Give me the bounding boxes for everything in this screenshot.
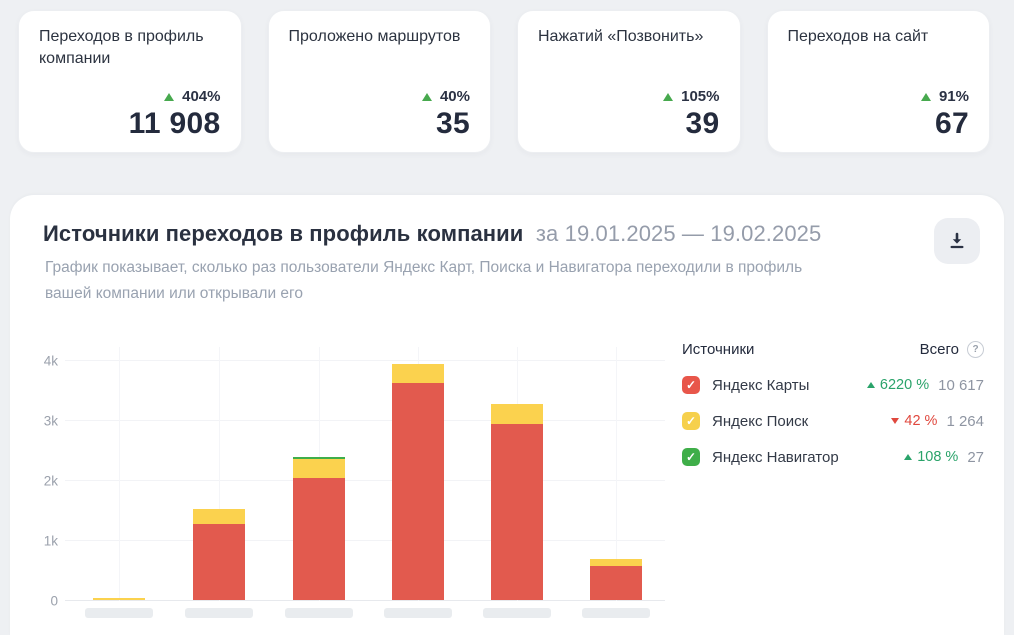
checkbox-search[interactable]: ✓: [682, 412, 700, 430]
stat-card-site-visits[interactable]: Переходов на сайт 91% 67: [766, 10, 990, 153]
download-icon: [947, 231, 967, 251]
legend-header-sources: Источники: [682, 341, 755, 358]
x-axis-label-cropped: [285, 608, 353, 618]
x-axis-label-cropped: [483, 608, 551, 618]
legend-total: 27: [967, 448, 984, 466]
stat-card-delta: 91%: [938, 88, 969, 105]
checkbox-navigator[interactable]: ✓: [682, 448, 700, 466]
stacked-bar[interactable]: [491, 404, 543, 600]
legend-header-total: Всего: [919, 341, 959, 358]
download-button[interactable]: [934, 218, 980, 264]
legend-label: Яндекс Навигатор: [712, 448, 839, 466]
legend-delta: 108 %: [904, 449, 958, 465]
gridline: [65, 540, 665, 541]
stat-card-title: Переходов в профиль компании: [39, 28, 204, 67]
legend-delta: 6220 %: [866, 377, 929, 393]
stat-card-delta: 105%: [681, 88, 720, 105]
stat-card-value: 67: [935, 107, 969, 140]
legend-row-search[interactable]: ✓ Яндекс Поиск 42 % 1 264: [682, 409, 984, 433]
trend-down-icon: [891, 418, 900, 424]
stacked-bar[interactable]: [293, 457, 345, 600]
gridline: [65, 480, 665, 481]
x-axis-label-cropped: [85, 608, 153, 618]
gridline: [65, 600, 665, 601]
bar-segment-navigator: [293, 457, 345, 459]
stat-card-metrics: 91% 67: [920, 88, 969, 140]
stat-card-delta: 40%: [439, 88, 470, 105]
bar-segment-search: [93, 598, 145, 600]
stat-card-value: 11 908: [128, 107, 221, 140]
bar-segment-maps: [392, 383, 444, 600]
stat-cards-row: Переходов в профиль компании 404% 11 908…: [18, 10, 990, 153]
legend-row-maps[interactable]: ✓ Яндекс Карты 6220 % 10 617: [682, 373, 984, 397]
legend-label: Яндекс Поиск: [712, 412, 809, 430]
x-axis-label-cropped: [384, 608, 452, 618]
trend-up-icon: [164, 92, 175, 101]
stat-card-calls[interactable]: Нажатий «Позвонить» 105% 39: [517, 10, 741, 153]
bar-segment-maps: [491, 424, 543, 600]
help-icon[interactable]: ?: [967, 341, 984, 358]
stat-card-metrics: 105% 39: [663, 88, 720, 140]
stat-card-routes[interactable]: Проложено маршрутов 40% 35: [267, 10, 491, 153]
stat-card-title: Переходов на сайт: [787, 28, 929, 45]
stat-card-value: 35: [436, 107, 470, 140]
trend-up-icon: [920, 92, 931, 101]
stacked-bar[interactable]: [392, 364, 444, 600]
checkbox-maps[interactable]: ✓: [682, 376, 700, 394]
gridline: [65, 360, 665, 361]
bar-segment-search: [392, 364, 444, 383]
x-axis-label-cropped: [582, 608, 650, 618]
stat-card-metrics: 40% 35: [421, 88, 470, 140]
gridline-vertical: [616, 347, 617, 601]
bar-segment-search: [491, 404, 543, 424]
legend-delta: 42 %: [891, 413, 937, 429]
stat-card-metrics: 404% 11 908: [129, 88, 221, 140]
trend-up-icon: [663, 92, 674, 101]
bar-segment-maps: [590, 566, 642, 600]
trend-up-icon: [866, 382, 875, 388]
legend-total: 1 264: [946, 412, 984, 430]
legend-total: 10 617: [938, 376, 984, 394]
stat-card-title: Проложено маршрутов: [288, 28, 461, 45]
gridline-vertical: [219, 347, 220, 601]
x-axis-label-cropped: [185, 608, 253, 618]
chart-y-axis: 0 1k 2k 3k 4k: [28, 347, 58, 609]
stacked-bar[interactable]: [93, 598, 145, 600]
y-axis-tick-label: 0: [50, 593, 58, 609]
chart-legend: Источники Всего ? ✓ Яндекс Карты 6220 % …: [682, 341, 984, 481]
trend-up-icon: [421, 92, 432, 101]
stacked-bar[interactable]: [193, 509, 245, 600]
sources-panel: Источники переходов в профиль компании з…: [10, 195, 1004, 635]
panel-title-text: Источники переходов в профиль компании: [43, 221, 524, 246]
gridline: [65, 420, 665, 421]
bar-segment-maps: [293, 478, 345, 600]
y-axis-tick-label: 2k: [43, 473, 58, 489]
stat-card-value: 39: [685, 107, 720, 140]
plot-area: [65, 347, 665, 618]
bar-segment-search: [293, 459, 345, 478]
stat-card-profile-views[interactable]: Переходов в профиль компании 404% 11 908: [18, 10, 242, 153]
y-axis-tick-label: 1k: [43, 533, 58, 549]
y-axis-tick-label: 3k: [43, 413, 58, 429]
y-axis-tick-label: 4k: [43, 353, 58, 369]
legend-row-navigator[interactable]: ✓ Яндекс Навигатор 108 % 27: [682, 445, 984, 469]
legend-header: Источники Всего ?: [682, 341, 984, 358]
legend-label: Яндекс Карты: [712, 376, 810, 394]
panel-title: Источники переходов в профиль компании з…: [43, 221, 821, 247]
panel-subtitle: График показывает, сколько раз пользоват…: [45, 259, 803, 302]
bar-segment-search: [193, 509, 245, 524]
panel-date-range: за 19.01.2025 — 19.02.2025: [535, 221, 822, 246]
trend-up-icon: [904, 454, 913, 460]
stacked-bar[interactable]: [590, 559, 642, 600]
bar-segment-search: [590, 559, 642, 566]
stat-card-delta: 404%: [182, 88, 221, 105]
bar-segment-maps: [193, 524, 245, 600]
gridline-vertical: [119, 347, 120, 601]
stat-card-title: Нажатий «Позвонить»: [538, 28, 704, 45]
